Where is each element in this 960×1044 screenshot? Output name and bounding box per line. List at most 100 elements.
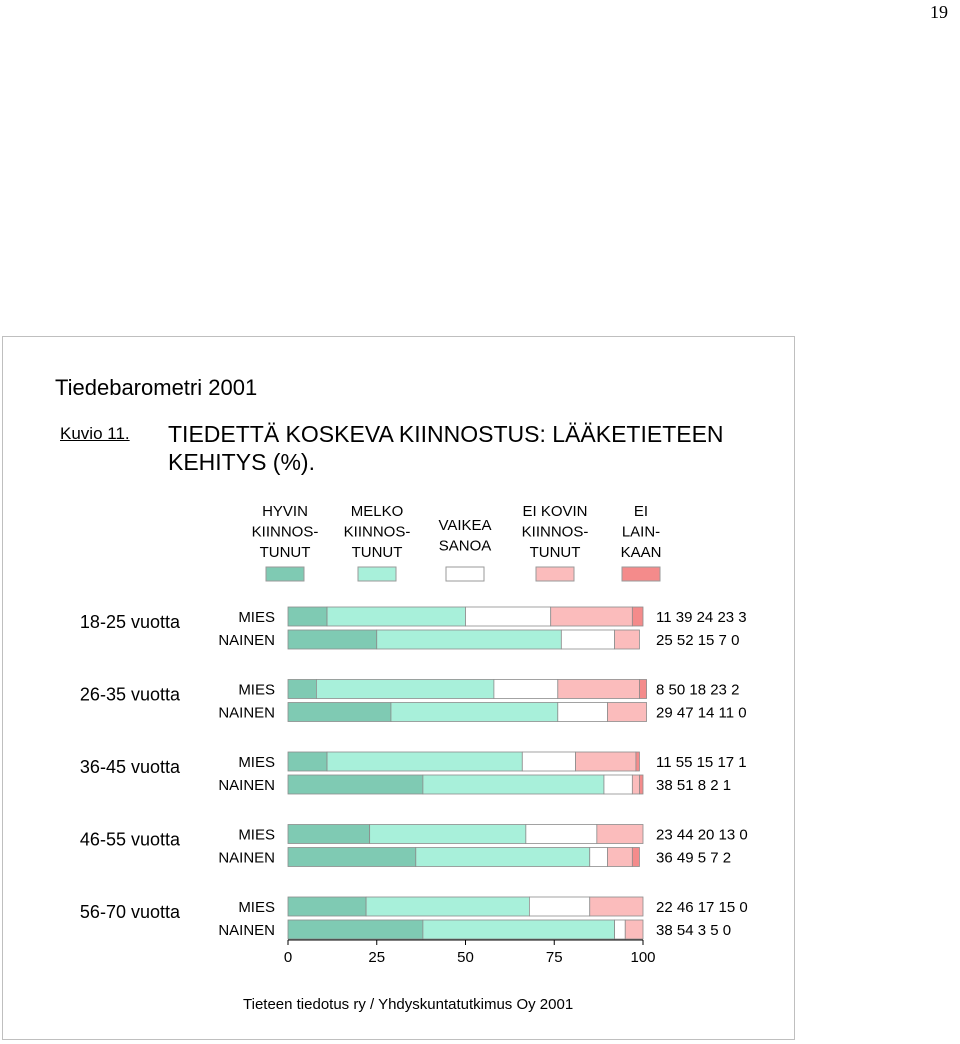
bar-segment <box>557 679 640 699</box>
row-values: 22 46 17 15 0 <box>656 899 748 916</box>
bar-segment <box>287 702 392 722</box>
row-label: MIES <box>238 609 275 626</box>
bar-segment <box>589 847 608 867</box>
bar-segment <box>550 606 633 627</box>
legend-label: KIINNOS- <box>252 524 319 541</box>
legend-label: MELKO <box>351 503 404 520</box>
bar-segment <box>631 606 644 627</box>
page-number: 19 <box>930 2 948 22</box>
legend-label: SANOA <box>439 538 492 555</box>
bar-segment <box>287 679 317 699</box>
group-label: 36-45 vuotta <box>80 757 181 777</box>
bar-segment <box>607 702 647 722</box>
row-label: NAINEN <box>218 705 275 722</box>
row-values: 23 44 20 13 0 <box>656 827 748 844</box>
row-label: MIES <box>238 754 275 771</box>
x-tick-label: 50 <box>457 949 474 966</box>
bar-segment <box>493 679 559 699</box>
bar-segment <box>631 774 640 795</box>
x-axis: 0 25 50 75 100 <box>284 939 656 966</box>
bar-segment <box>560 629 615 650</box>
legend-label: TUNUT <box>530 544 581 561</box>
legend-swatch <box>265 566 305 582</box>
legend-swatch <box>357 566 397 582</box>
bar-segment <box>465 606 552 627</box>
legend-swatch <box>621 566 661 582</box>
row-values: 25 52 15 7 0 <box>656 632 739 649</box>
legend-label: VAIKEA <box>438 517 491 534</box>
bar-segment <box>287 629 378 650</box>
bar-segment <box>521 751 576 772</box>
legend-label: HYVIN <box>262 503 308 520</box>
bar-segment <box>287 919 424 940</box>
bar-segment <box>525 824 598 844</box>
chart-legend: HYVIN KIINNOS- TUNUT MELKO KIINNOS- TUNUT VAIK… <box>252 503 661 582</box>
group-label: 46-55 vuotta <box>80 830 181 850</box>
row-label: MIES <box>238 899 275 916</box>
legend-swatch <box>445 566 485 582</box>
row-values: 36 49 5 7 2 <box>656 850 731 867</box>
bar-segment <box>369 824 527 844</box>
bar-segment <box>376 629 562 650</box>
bar-segment <box>589 896 644 917</box>
bar-segment <box>287 847 417 867</box>
bar-segment <box>422 774 605 795</box>
bar-segment <box>287 824 371 844</box>
bar-segment <box>624 919 644 940</box>
bar-segment <box>415 847 591 867</box>
legend-label: TUNUT <box>260 544 311 561</box>
bar-segment <box>326 606 466 627</box>
row-values: 38 54 3 5 0 <box>656 922 731 939</box>
group-label: 26-35 vuotta <box>80 685 181 705</box>
legend-label: TUNUT <box>352 544 403 561</box>
row-label: MIES <box>238 682 275 699</box>
bar-segment <box>635 751 640 772</box>
bar-segment <box>639 679 647 699</box>
legend-label: LAIN- <box>622 524 660 541</box>
row-values: 38 51 8 2 1 <box>656 777 731 794</box>
bar-segment <box>557 702 608 722</box>
bar-segment <box>529 896 591 917</box>
row-label: MIES <box>238 827 275 844</box>
bar-segment <box>614 629 640 650</box>
legend-label: KIINNOS- <box>344 524 411 541</box>
footer-source: Tieteen tiedotus ry / Yhdyskuntatutkimus… <box>243 996 574 1013</box>
bar-segment <box>607 847 633 867</box>
row-label: NAINEN <box>218 632 275 649</box>
figure-title: TIEDETTÄ KOSKEVA KIINNOSTUS: LÄÄKETIETEE… <box>168 421 724 475</box>
bar-segment <box>315 679 495 699</box>
row-values: 11 39 24 23 3 <box>656 609 747 626</box>
legend-label: EI <box>634 503 648 520</box>
row-values: 8 50 18 23 2 <box>656 682 739 699</box>
source-title: Tiedebarometri 2001 <box>55 375 258 400</box>
x-tick-label: 100 <box>630 949 655 966</box>
x-tick-label: 25 <box>368 949 385 966</box>
legend-label: EI KOVIN <box>522 503 587 520</box>
bar-segment <box>596 824 644 844</box>
x-tick-label: 75 <box>546 949 563 966</box>
row-values: 11 55 15 17 1 <box>656 754 747 771</box>
x-tick-label: 0 <box>284 949 292 966</box>
group-label: 56-70 vuotta <box>80 902 181 922</box>
figure-frame <box>2 336 795 1040</box>
bar-segment <box>422 919 615 940</box>
bar-segment <box>631 847 640 867</box>
bar-segment <box>365 896 530 917</box>
row-values: 29 47 14 11 0 <box>656 705 747 722</box>
bar-segment <box>287 774 424 795</box>
row-label: NAINEN <box>218 777 275 794</box>
bar-segment <box>287 606 328 627</box>
legend-label: KIINNOS- <box>522 524 589 541</box>
row-label: NAINEN <box>218 850 275 867</box>
bar-segment <box>326 751 523 772</box>
bar-segment <box>287 751 328 772</box>
bar-segment <box>390 702 559 722</box>
bar-segment <box>639 774 644 795</box>
bar-segment <box>575 751 637 772</box>
legend-swatch <box>535 566 575 582</box>
bar-segment <box>603 774 633 795</box>
figure-label: Kuvio 11. <box>60 424 130 443</box>
bar-segment <box>614 919 626 940</box>
row-label: NAINEN <box>218 922 275 939</box>
